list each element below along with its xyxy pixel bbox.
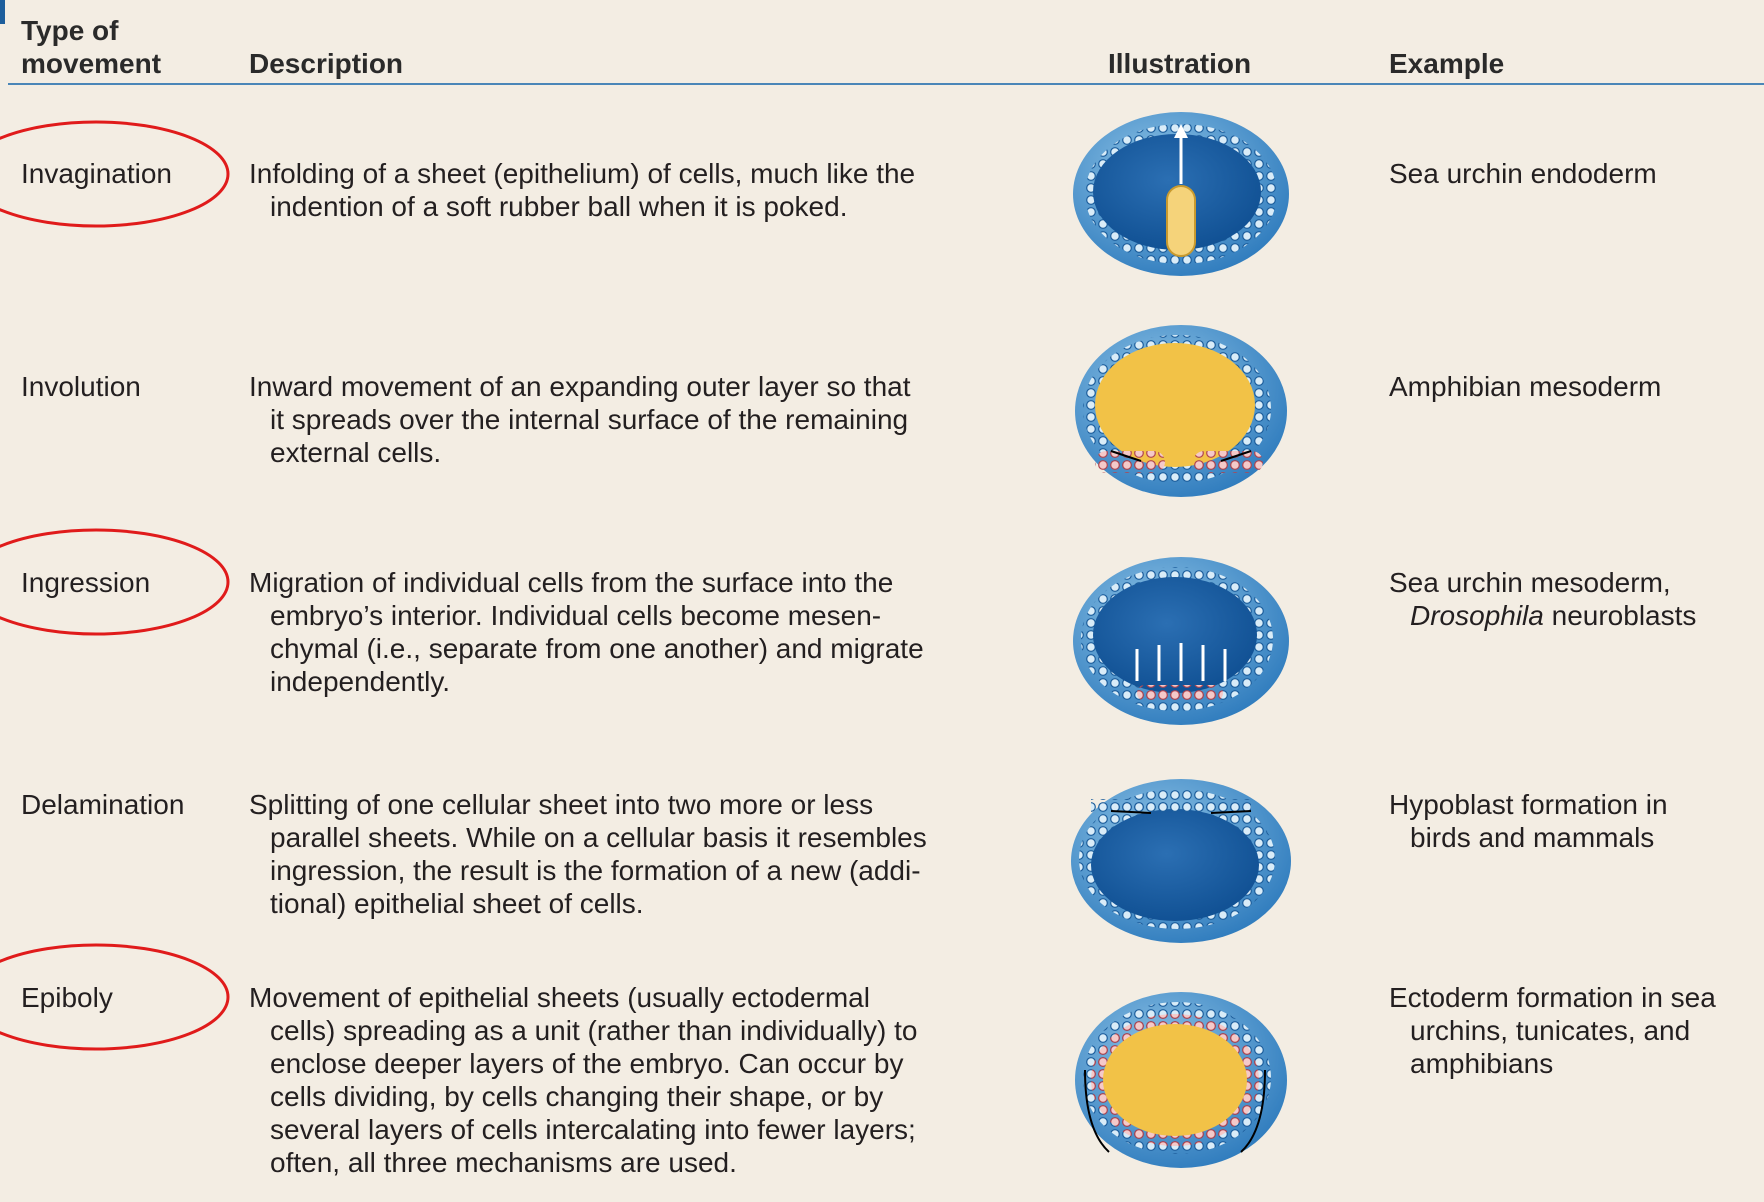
movement-type: Ingression	[21, 567, 151, 598]
example-text: Sea urchin endoderm	[1389, 158, 1657, 189]
movement-type: Epiboly	[21, 982, 113, 1013]
description-line: Infolding of a sheet (epithelium) of cel…	[249, 158, 916, 189]
illustration-involution	[1075, 325, 1287, 497]
illustration-delamination	[1071, 779, 1291, 943]
description-line: embryo’s interior. Individual cells beco…	[270, 600, 882, 631]
example: Hypoblast formation in birds and mammals	[1389, 788, 1668, 854]
description-line: parallel sheets. While on a cellular bas…	[270, 822, 927, 853]
description-line: it spreads over the internal surface of …	[270, 404, 909, 435]
header-line: Type of	[21, 15, 119, 46]
example-text: amphibians	[1410, 1048, 1554, 1079]
example-line: urchins, tunicates, and	[1389, 1014, 1716, 1047]
description-line: enclose deeper layers of the embryo. Can…	[270, 1048, 904, 1079]
movement-type: Invagination	[21, 158, 173, 189]
example-text: Ectoderm formation in sea	[1389, 982, 1716, 1013]
example-italic: Drosophila	[1410, 600, 1544, 631]
description-line: often, all three mechanisms are used.	[270, 1147, 737, 1178]
description: Infolding of a sheet (epithelium) of cel…	[249, 157, 915, 223]
illustration-epiboly	[1075, 992, 1287, 1168]
header-line: Illustration	[1108, 48, 1252, 79]
description: Migration of individual cells from the s…	[249, 566, 924, 698]
description: Movement of epithelial sheets (usually e…	[249, 981, 917, 1179]
example-text: Amphibian mesoderm	[1389, 371, 1662, 402]
example-line: Ectoderm formation in sea	[1389, 981, 1716, 1014]
example-line: amphibians	[1389, 1047, 1716, 1080]
example-text: Hypoblast formation in	[1389, 789, 1668, 820]
description-line: chymal (i.e., separate from one another)…	[270, 633, 924, 664]
description-line: tional) epithelial sheet of cells.	[270, 888, 644, 919]
column-header: Example	[1389, 47, 1504, 80]
example-line: Drosophila neuroblasts	[1389, 599, 1696, 632]
column-header: Type of movement	[21, 14, 161, 80]
header-line: movement	[21, 48, 162, 79]
description-line: Inward movement of an expanding outer la…	[249, 371, 911, 402]
description-line: ingression, the result is the formation …	[270, 855, 921, 886]
header-line: Example	[1389, 48, 1505, 79]
description-line: cells dividing, by cells changing their …	[270, 1081, 884, 1112]
movement-type: Involution	[21, 371, 141, 402]
example-line: Amphibian mesoderm	[1389, 370, 1661, 403]
corner-mark	[0, 0, 5, 24]
description-line: cells) spreading as a unit (rather than …	[270, 1015, 918, 1046]
header-line: Description	[249, 48, 404, 79]
illustration-invagination	[1073, 112, 1289, 276]
description-line: Splitting of one cellular sheet into two…	[249, 789, 874, 820]
example: Sea urchin mesoderm, Drosophila neuroblas…	[1389, 566, 1696, 632]
column-header: Illustration	[1108, 47, 1251, 80]
description: Inward movement of an expanding outer la…	[249, 370, 911, 469]
column-header: Description	[249, 47, 403, 80]
example-text: birds and mammals	[1410, 822, 1655, 853]
example-line: Sea urchin mesoderm,	[1389, 566, 1696, 599]
description-line: several layers of cells intercalating in…	[270, 1114, 916, 1145]
description-line: independently.	[270, 666, 451, 697]
illustration-ingression	[1073, 557, 1289, 725]
example-line: Hypoblast formation in	[1389, 788, 1668, 821]
example: Ectoderm formation in sea urchins, tunica…	[1389, 981, 1716, 1080]
description-line: external cells.	[270, 437, 442, 468]
highlight-marks	[0, 120, 230, 1051]
example-line: Sea urchin endoderm	[1389, 157, 1657, 190]
example: Amphibian mesoderm	[1389, 370, 1661, 403]
description-line: Movement of epithelial sheets (usually e…	[249, 982, 870, 1013]
example-line: birds and mammals	[1389, 821, 1668, 854]
example-text: urchins, tunicates, and	[1410, 1015, 1691, 1046]
description: Splitting of one cellular sheet into two…	[249, 788, 927, 920]
description-line: indention of a soft rubber ball when it …	[270, 191, 848, 222]
example-text: Sea urchin mesoderm,	[1389, 567, 1671, 598]
example: Sea urchin endoderm	[1389, 157, 1657, 190]
example-text: neuroblasts	[1543, 600, 1697, 631]
description-line: Migration of individual cells from the s…	[249, 567, 894, 598]
movement-type: Delamination	[21, 789, 185, 820]
